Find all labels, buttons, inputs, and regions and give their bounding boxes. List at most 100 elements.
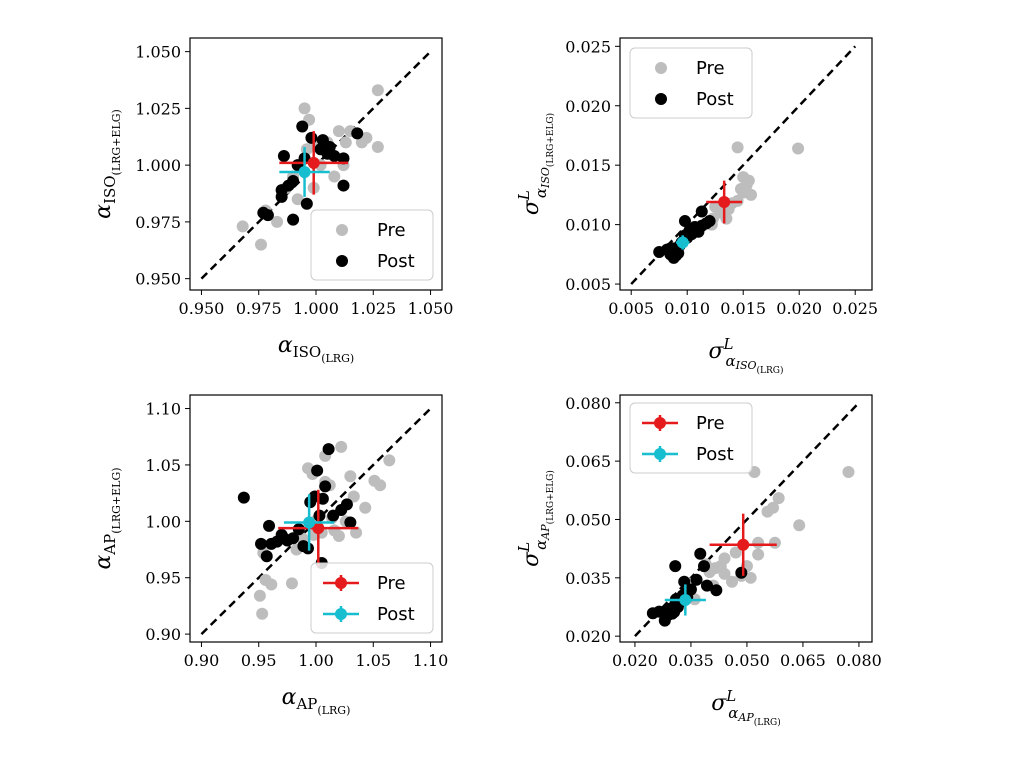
summary-post: [664, 584, 706, 616]
summary-pre: [706, 180, 743, 224]
series-post: [257, 120, 364, 226]
legend-marker-pre: [655, 62, 667, 74]
x-tick-label: 0.065: [780, 651, 826, 670]
data-point-pre: [339, 136, 352, 149]
x-tick-label: 1.05: [355, 651, 391, 670]
legend-label-pre: Pre: [377, 220, 406, 241]
x-tick-label: 0.050: [724, 651, 770, 670]
data-point-post: [287, 213, 300, 226]
y-axis-label-subsub: ISO: [539, 167, 552, 189]
data-point-pre: [744, 571, 757, 584]
data-point-post: [322, 443, 335, 456]
data-point-post: [260, 550, 273, 563]
data-point-post: [337, 179, 350, 192]
data-point-post: [684, 583, 697, 596]
legend-marker-pre: [336, 224, 348, 236]
data-point-pre: [737, 186, 750, 199]
y-tick-label: 0.065: [565, 452, 611, 471]
legend-box: [310, 209, 434, 281]
series-pre: [684, 466, 855, 606]
legend-errorbar-marker: [335, 577, 347, 589]
y-tick-label: 1.050: [135, 43, 181, 62]
summary-post: [676, 235, 690, 250]
legend: Pre Post: [310, 209, 434, 281]
x-tick-label: 0.080: [836, 651, 882, 670]
data-point-pre: [291, 193, 304, 206]
summary-pre-marker: [737, 538, 750, 551]
x-tick-label: 1.00: [298, 651, 334, 670]
legend-label-post: Post: [377, 604, 415, 625]
y-axis-label-sup: L: [515, 190, 533, 201]
y-tick-label: 1.00: [145, 512, 181, 531]
data-point-pre: [371, 84, 384, 97]
y-axis-label: σLαAP(LRG+ELG): [515, 470, 556, 567]
x-axis-label-base: α: [282, 685, 297, 710]
legend-marker-post: [655, 93, 667, 105]
y-tick-label: 0.015: [565, 156, 611, 175]
data-point-post: [698, 560, 710, 573]
x-axis-label: αISO(LRG): [278, 333, 354, 365]
legend-box: [629, 402, 753, 474]
x-tick-label: 0.950: [179, 299, 225, 318]
x-tick-label: 0.95: [241, 651, 277, 670]
legend-box: [629, 47, 753, 119]
data-point-pre: [256, 607, 269, 620]
data-point-post: [351, 127, 364, 140]
y-tick-label: 1.025: [135, 99, 181, 118]
x-axis-label-sub: α: [728, 704, 738, 722]
summary-pre-marker: [718, 196, 731, 209]
x-tick-label: 1.025: [350, 299, 396, 318]
y-tick-label: 0.950: [135, 270, 181, 289]
x-tick-label: 0.015: [720, 299, 766, 318]
summary-post-marker: [679, 593, 692, 606]
data-point-post: [296, 120, 309, 133]
data-point-pre: [374, 479, 387, 492]
data-point-post: [340, 498, 353, 511]
y-axis-label-base: σ: [519, 551, 544, 567]
legend-label-post: Post: [696, 89, 734, 110]
legend-label-pre: Pre: [377, 573, 406, 594]
x-axis-label-subsub: (LRG): [317, 704, 350, 717]
data-point-pre: [793, 519, 806, 532]
x-tick-label: 1.10: [413, 651, 449, 670]
legend: Pre Post: [629, 402, 753, 474]
legend-errorbar-marker: [654, 448, 666, 460]
legend-errorbar-marker: [335, 608, 347, 620]
y-tick-label: 1.000: [135, 156, 181, 175]
legend-box: [310, 562, 434, 634]
plot-area: [200, 50, 432, 280]
y-tick-label: 0.95: [145, 569, 181, 588]
y-axis-label-subsubsub: (LRG+ELG): [545, 470, 556, 524]
x-axis-label-sub: α: [725, 352, 735, 370]
y-axis-label-sub: ISO: [101, 175, 119, 204]
summary-post-marker: [303, 516, 316, 529]
series-post: [653, 205, 716, 264]
x-tick-label: 1.000: [293, 299, 339, 318]
y-tick-label: 0.025: [565, 37, 611, 56]
data-point-pre: [328, 170, 341, 183]
data-point-pre: [265, 578, 278, 591]
data-point-post: [690, 573, 703, 586]
data-point-pre: [371, 140, 384, 153]
data-point-pre: [742, 174, 755, 187]
x-axis-label-base: α: [278, 333, 293, 358]
x-axis-label-subsubsub: (LRG): [754, 717, 781, 728]
data-point-pre: [792, 142, 805, 155]
summary-post-marker: [298, 165, 311, 178]
x-axis-label-subsubsub: (LRG): [757, 365, 784, 376]
panel-top-right: 0.005 0.010 0.015 0.020 0.025 0.005 0.010 0.015…: [515, 37, 878, 376]
x-axis-label-subsub: AP: [737, 711, 754, 724]
data-point-post: [735, 566, 748, 579]
data-point-post: [305, 131, 318, 144]
data-point-post: [319, 480, 332, 493]
data-point-post: [678, 575, 691, 588]
data-point-post: [263, 519, 276, 532]
summary-post: [283, 494, 335, 551]
data-point-pre: [842, 466, 855, 479]
x-axis-label-sub: ISO: [293, 343, 322, 361]
data-point-pre: [298, 102, 311, 115]
data-point-post: [669, 560, 682, 573]
data-point-pre: [383, 454, 396, 467]
x-tick-label: 0.020: [776, 299, 822, 318]
x-axis-label-sup: L: [725, 687, 736, 705]
